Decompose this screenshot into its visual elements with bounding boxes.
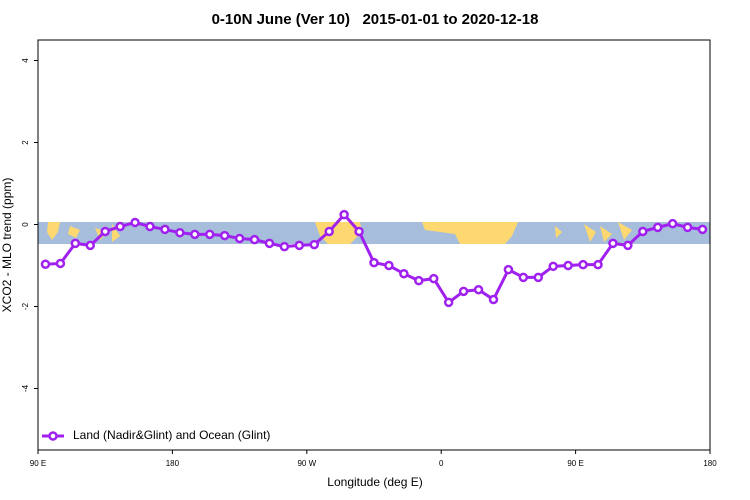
point bbox=[697, 224, 708, 235]
point bbox=[488, 294, 499, 305]
point bbox=[638, 226, 648, 237]
x-axis-label: Longitude (deg E) bbox=[327, 475, 422, 489]
point bbox=[324, 226, 334, 237]
point bbox=[578, 259, 588, 270]
point bbox=[130, 217, 140, 228]
point bbox=[175, 227, 185, 238]
y-tick-label: 2 bbox=[21, 140, 30, 145]
point bbox=[85, 240, 96, 251]
x-tick-label: 0 bbox=[439, 459, 444, 468]
point bbox=[548, 261, 558, 272]
point bbox=[414, 275, 424, 286]
point bbox=[204, 229, 215, 240]
point bbox=[369, 257, 379, 268]
point bbox=[399, 268, 409, 279]
point bbox=[219, 230, 230, 241]
y-tick-label: 0 bbox=[21, 222, 30, 227]
point bbox=[593, 259, 603, 270]
legend-marker bbox=[48, 431, 58, 441]
point bbox=[384, 260, 394, 271]
point bbox=[354, 226, 364, 237]
plot-frame bbox=[37, 39, 711, 451]
point bbox=[279, 241, 290, 252]
point bbox=[70, 238, 81, 249]
point bbox=[190, 229, 200, 240]
point bbox=[608, 238, 618, 249]
point bbox=[667, 218, 678, 229]
point bbox=[264, 238, 275, 249]
y-tick-label: 4 bbox=[21, 58, 30, 63]
x-tick-label: 90 E bbox=[567, 459, 583, 468]
x-tick-label: 90 E bbox=[30, 459, 46, 468]
x-tick-label: 180 bbox=[166, 459, 180, 468]
point bbox=[533, 272, 544, 283]
point bbox=[443, 297, 454, 308]
x-tick-label: 180 bbox=[703, 459, 717, 468]
point bbox=[55, 258, 66, 269]
point bbox=[339, 209, 349, 220]
point bbox=[309, 239, 320, 250]
x-tick-label: 90 W bbox=[297, 459, 316, 468]
legend-label: Land (Nadir&Glint) and Ocean (Glint) bbox=[73, 428, 270, 442]
point bbox=[249, 234, 260, 245]
point bbox=[234, 233, 245, 244]
y-tick-label: -2 bbox=[21, 302, 30, 310]
map-band bbox=[38, 222, 710, 244]
y-tick-label: -4 bbox=[21, 384, 30, 392]
point bbox=[160, 224, 170, 235]
point bbox=[682, 222, 693, 233]
y-axis-label: XCO2 - MLO trend (ppm) bbox=[0, 178, 14, 313]
point bbox=[458, 286, 469, 297]
point bbox=[652, 222, 663, 233]
point bbox=[623, 240, 633, 251]
point bbox=[145, 221, 155, 232]
point bbox=[115, 221, 125, 232]
point bbox=[100, 226, 110, 237]
point bbox=[40, 259, 51, 270]
chart-title: 0-10N June (Ver 10) 2015-01-01 to 2020-1… bbox=[212, 11, 539, 28]
point bbox=[503, 264, 514, 275]
point bbox=[518, 272, 529, 283]
point bbox=[563, 260, 573, 271]
point bbox=[473, 284, 484, 295]
point bbox=[294, 240, 305, 251]
point bbox=[428, 273, 439, 284]
